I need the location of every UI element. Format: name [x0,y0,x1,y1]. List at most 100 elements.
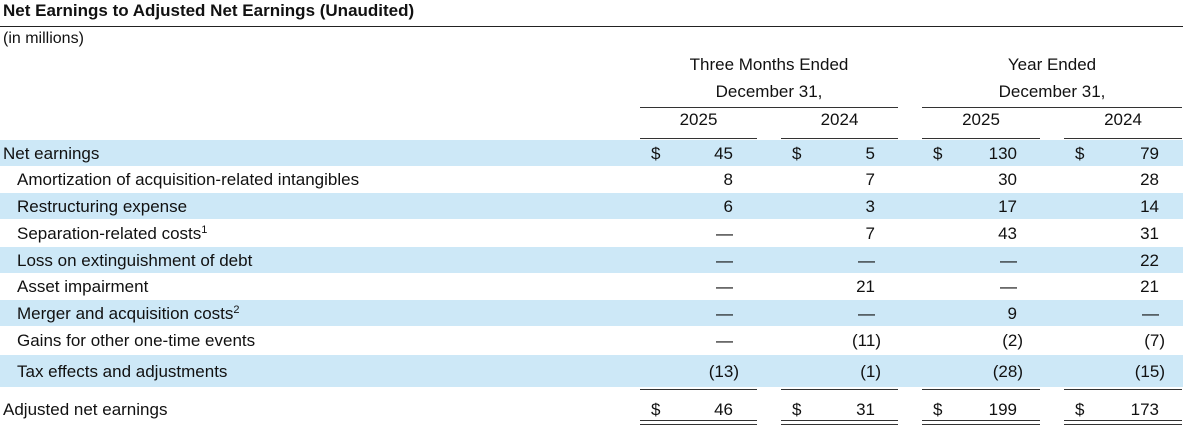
row-label: Amortization of acquisition-related inta… [17,170,359,190]
year-header-rule [640,138,757,139]
row-label-text: Amortization of acquisition-related inta… [17,170,360,189]
total-top-rule [1064,389,1182,390]
row-label-text: Tax effects and adjustments [17,362,228,381]
currency-symbol: $ [1075,144,1085,163]
value-cell-2025-y: 9 [1007,304,1017,323]
table-row: Asset impairment — 21 — 21 [0,273,1183,299]
value-cell-2025-q: — [716,224,733,243]
table-row: Restructuring expense 6 3 17 14 [0,193,1183,219]
value-cell-2025-q: 6 [723,197,733,216]
total-double-rule [781,420,898,425]
value-cell-2024-y: 173 [1130,400,1159,419]
value-cell-2024-y: 21 [1140,277,1159,296]
value-cell-2025-y: — [1000,277,1017,296]
value-cell-2024-q: 3 [865,197,875,216]
value-cell-2024-y: 22 [1140,251,1159,270]
value-cell-2025-q: — [716,304,733,323]
row-label-text: Asset impairment [17,277,149,296]
row-label: Loss on extinguishment of debt [17,251,252,271]
total-top-rule [922,389,1040,390]
value-cell-2024-q: — [858,251,875,270]
total-double-rule [922,420,1040,425]
year-header-2024-q: 2024 [820,110,859,129]
total-double-rule [640,420,757,425]
row-label-text: Restructuring expense [17,197,188,216]
value-cell-2024-q: 7 [865,170,875,189]
value-cell-2025-q: (13) [708,362,739,381]
value-cell-2025-q: — [716,277,733,296]
row-label-text: Gains for other one-time events [17,331,256,350]
header-year-ended-line1: Year Ended [1007,55,1097,74]
value-cell-2024-q: 31 [856,400,875,419]
header-three-months-rule [640,107,898,108]
currency-symbol: $ [933,400,943,419]
row-label-text: Merger and acquisition costs [17,304,234,323]
total-top-rule [640,389,757,390]
row-label-text: Net earnings [3,144,100,163]
total-top-rule [781,389,898,390]
currency-symbol: $ [933,144,943,163]
footnote-marker: 1 [201,224,208,236]
value-cell-2025-y: 130 [988,144,1017,163]
currency-symbol: $ [651,144,661,163]
value-cell-2024-y: 28 [1140,170,1159,189]
total-double-rule [1064,420,1182,425]
value-cell-2024-q: (11) [852,331,881,350]
value-cell-2025-q: 8 [723,170,733,189]
header-year-ended-line2: December 31, [998,82,1106,101]
currency-symbol: $ [792,400,802,419]
table-row: Separation-related costs1 — 7 43 31 [0,220,1183,246]
table-row: Amortization of acquisition-related inta… [0,166,1183,192]
value-cell-2024-y: — [1142,304,1159,323]
year-header-rule [781,138,898,139]
title-divider [0,26,1183,27]
value-cell-2025-y: 17 [998,197,1017,216]
currency-symbol: $ [1075,400,1085,419]
value-cell-2025-y: (2) [1002,331,1023,350]
value-cell-2025-y: 199 [988,400,1017,419]
year-header-rule [1064,138,1182,139]
row-label: Net earnings [3,144,99,164]
header-three-months-line1: Three Months Ended [689,55,849,74]
table-row: Merger and acquisition costs2 — — 9 — [0,300,1183,326]
value-cell-2025-q: 46 [714,400,733,419]
value-cell-2024-q: 21 [856,277,875,296]
header-year-ended-rule [922,107,1182,108]
value-cell-2024-q: (1) [860,362,881,381]
header-three-months-line2: December 31, [715,82,823,101]
currency-symbol: $ [651,400,661,419]
value-cell-2025-y: 30 [998,170,1017,189]
value-cell-2025-y: 43 [998,224,1017,243]
year-header-2025-y: 2025 [962,110,1000,129]
row-label: Merger and acquisition costs2 [17,304,240,324]
table-row: Gains for other one-time events — (11) (2) (… [0,327,1183,353]
year-header-2024-y: 2024 [1104,110,1142,129]
table-row: Net earnings $45 $5 $130 $79 [0,140,1183,166]
value-cell-2025-q: — [716,331,733,350]
row-label-text: Loss on extinguishment of debt [17,251,253,270]
currency-symbol: $ [792,144,802,163]
value-cell-2024-y: 31 [1140,224,1159,243]
value-cell-2025-q: — [716,251,733,270]
year-header-rule [922,138,1040,139]
row-label: Tax effects and adjustments [17,362,227,382]
row-label-text: Adjusted net earnings [3,400,168,419]
row-label: Asset impairment [17,277,148,297]
row-label: Restructuring expense [17,197,187,217]
row-label: Gains for other one-time events [17,331,255,351]
row-label: Separation-related costs1 [17,224,207,244]
year-header-2025-q: 2025 [679,110,718,129]
value-cell-2024-y: (7) [1144,331,1165,350]
value-cell-2025-y: (28) [992,362,1023,381]
table-row: Loss on extinguishment of debt — — — 22 [0,247,1183,273]
table-title: Net Earnings to Adjusted Net Earnings (U… [3,1,415,20]
table-row: Tax effects and adjustments (13) (1) (28) (1… [0,355,1183,387]
value-cell-2024-q: 5 [865,144,875,163]
value-cell-2024-q: — [858,304,875,323]
value-cell-2025-q: 45 [714,144,733,163]
total-row: Adjusted net earnings $46 $31 $199 $173 [0,392,1183,420]
footnote-marker: 2 [233,304,240,316]
value-cell-2024-y: 79 [1140,144,1159,163]
row-label: Adjusted net earnings [3,400,167,420]
row-label-text: Separation-related costs [17,224,202,243]
